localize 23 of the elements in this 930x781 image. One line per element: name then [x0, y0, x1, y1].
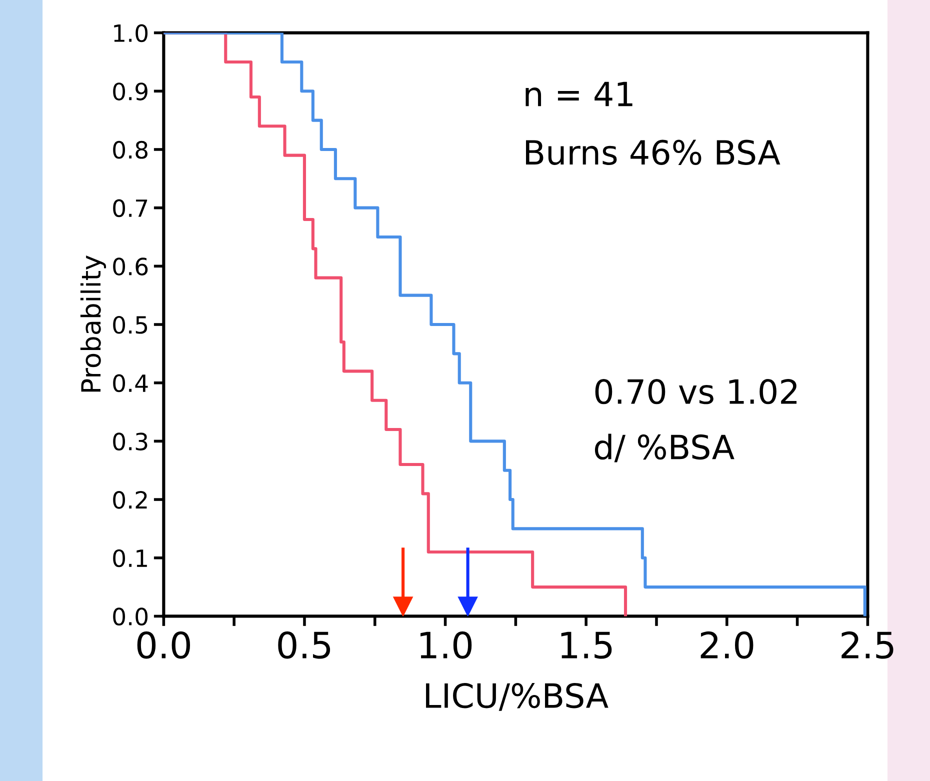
annotation: Burns 46% BSA — [526, 140, 780, 165]
y-tick-label: 0.0 — [113, 608, 148, 626]
y-tick-label: 1.0 — [114, 24, 148, 42]
y-tick-label: 0.2 — [113, 490, 147, 509]
x-tick-label: 2.5 — [842, 631, 894, 659]
y-tick-label: 0.3 — [113, 432, 148, 450]
x-tick-label: 0.5 — [278, 631, 330, 659]
y-tick-label: 0.6 — [113, 258, 148, 276]
x-tick-label: 2.0 — [700, 631, 754, 659]
y-axis-title: Probability — [80, 256, 106, 392]
y-tick-label: 0.7 — [113, 199, 148, 218]
annotation: d/ %BSA — [594, 434, 734, 462]
y-tick-label: 0.8 — [113, 140, 148, 159]
annotation: n = 41 — [526, 82, 632, 106]
y-tick-label: 0.9 — [113, 82, 148, 100]
y-tick-label: 0.4 — [113, 374, 148, 392]
x-tick-label: 0.0 — [137, 631, 190, 659]
y-tick-label: 0.1 — [113, 549, 147, 568]
x-tick-label: 1.0 — [420, 631, 472, 659]
annotation: 0.70 vs 1.02 — [595, 378, 797, 404]
x-tick-label: 1.5 — [561, 632, 612, 659]
x-axis-title: LICU/%BSA — [426, 682, 608, 711]
y-tick-label: 0.5 — [113, 316, 148, 334]
